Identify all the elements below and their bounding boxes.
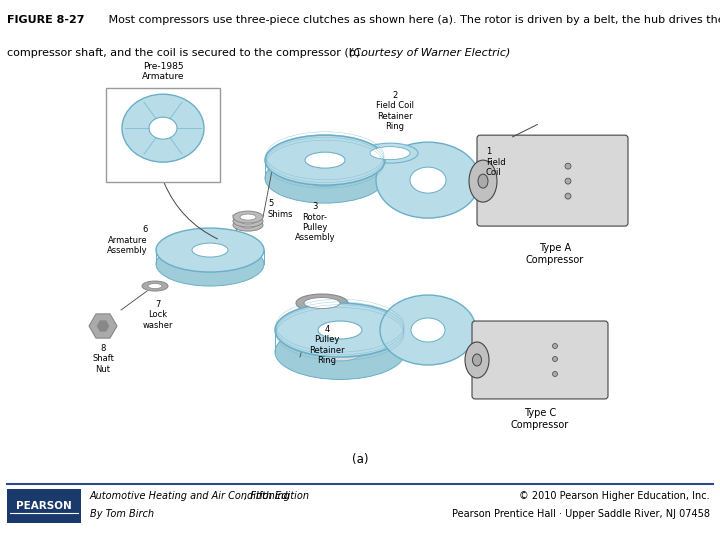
Text: 5
Shims: 5 Shims xyxy=(268,199,294,219)
Text: FIGURE 8-27: FIGURE 8-27 xyxy=(7,15,85,25)
Ellipse shape xyxy=(380,295,476,365)
Ellipse shape xyxy=(122,94,204,162)
Text: 6
Armature
Assembly: 6 Armature Assembly xyxy=(107,225,148,255)
FancyBboxPatch shape xyxy=(477,135,628,226)
Ellipse shape xyxy=(296,294,348,312)
Ellipse shape xyxy=(192,256,228,272)
Ellipse shape xyxy=(478,174,488,188)
Ellipse shape xyxy=(275,303,405,357)
Circle shape xyxy=(552,343,557,348)
Ellipse shape xyxy=(318,343,362,361)
Text: (Courtesy of Warner Electric): (Courtesy of Warner Electric) xyxy=(348,48,510,58)
Ellipse shape xyxy=(362,143,418,163)
Ellipse shape xyxy=(233,211,263,223)
Text: Automotive Heating and Air Conditioning: Automotive Heating and Air Conditioning xyxy=(90,491,291,501)
Text: 8
Shaft
Nut: 8 Shaft Nut xyxy=(92,344,114,374)
Text: compressor shaft, and the coil is secured to the compressor (b).: compressor shaft, and the coil is secure… xyxy=(7,48,367,58)
Ellipse shape xyxy=(233,215,263,227)
Circle shape xyxy=(565,178,571,184)
Text: 3
Rotor-
Pulley
Assembly: 3 Rotor- Pulley Assembly xyxy=(294,202,336,242)
FancyArrowPatch shape xyxy=(513,124,538,137)
Ellipse shape xyxy=(410,167,446,193)
Ellipse shape xyxy=(304,298,340,308)
Ellipse shape xyxy=(142,281,168,291)
Text: 2
Field Coil
Retainer
Ring: 2 Field Coil Retainer Ring xyxy=(376,91,414,131)
Ellipse shape xyxy=(149,117,177,139)
Circle shape xyxy=(552,372,557,376)
Text: 4
Pulley
Retainer
Ring: 4 Pulley Retainer Ring xyxy=(309,325,345,365)
Text: Pre-1985
Armature: Pre-1985 Armature xyxy=(142,62,184,81)
Text: By Tom Birch: By Tom Birch xyxy=(90,509,154,519)
Ellipse shape xyxy=(233,219,263,231)
Text: 7
Lock
washer: 7 Lock washer xyxy=(143,300,174,330)
Text: Type A
Compressor: Type A Compressor xyxy=(526,243,584,265)
Ellipse shape xyxy=(370,147,410,160)
Ellipse shape xyxy=(192,243,228,257)
Text: Pearson Prentice Hall · Upper Saddle River, NJ 07458: Pearson Prentice Hall · Upper Saddle Riv… xyxy=(452,509,710,519)
Text: PEARSON: PEARSON xyxy=(16,501,72,511)
Text: Most compressors use three-piece clutches as shown here (a). The rotor is driven: Most compressors use three-piece clutche… xyxy=(104,15,720,25)
Circle shape xyxy=(565,163,571,169)
FancyBboxPatch shape xyxy=(472,321,608,399)
Text: © 2010 Pearson Higher Education, Inc.: © 2010 Pearson Higher Education, Inc. xyxy=(519,491,710,501)
Ellipse shape xyxy=(240,214,256,220)
Ellipse shape xyxy=(265,135,385,185)
Ellipse shape xyxy=(376,142,480,218)
Ellipse shape xyxy=(318,321,362,339)
Text: (a): (a) xyxy=(352,453,368,466)
Ellipse shape xyxy=(305,152,345,168)
Text: , Fifth Edition: , Fifth Edition xyxy=(244,491,309,501)
Circle shape xyxy=(552,356,557,361)
Circle shape xyxy=(565,193,571,199)
Ellipse shape xyxy=(465,342,489,378)
FancyBboxPatch shape xyxy=(7,489,81,523)
Ellipse shape xyxy=(156,228,264,272)
Ellipse shape xyxy=(240,222,256,228)
Ellipse shape xyxy=(469,160,497,202)
Ellipse shape xyxy=(240,218,256,224)
Text: Type C
Compressor: Type C Compressor xyxy=(511,408,569,429)
Ellipse shape xyxy=(148,284,162,288)
Ellipse shape xyxy=(305,170,345,187)
Ellipse shape xyxy=(156,242,264,286)
Ellipse shape xyxy=(472,354,482,366)
Ellipse shape xyxy=(275,325,405,380)
FancyBboxPatch shape xyxy=(106,88,220,182)
Ellipse shape xyxy=(265,153,385,203)
Text: 1
Field
Coil: 1 Field Coil xyxy=(486,147,505,177)
Ellipse shape xyxy=(411,318,445,342)
